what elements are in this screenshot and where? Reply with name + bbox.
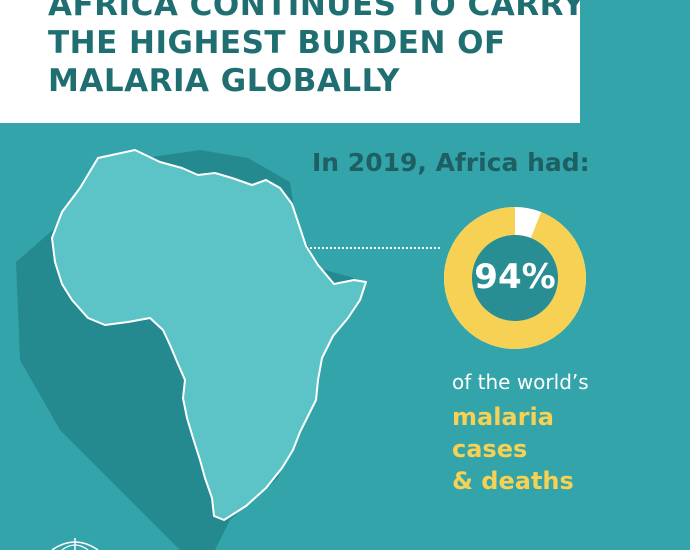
headline-line-3: MALARIA GLOBALLY — [48, 63, 400, 99]
highlight-line-3: & deaths — [452, 467, 574, 495]
headline-line-2: THE HIGHEST BURDEN OF — [48, 25, 506, 61]
caption-text: of the world’s — [452, 370, 589, 394]
who-emblem-icon — [51, 538, 99, 550]
headline-panel — [0, 0, 580, 123]
map-connector-line — [310, 247, 440, 249]
highlight-line-2: cases — [452, 435, 528, 463]
percent-label: 94% — [474, 257, 556, 297]
highlight-text: malaria cases & deaths — [452, 401, 574, 497]
intro-text: In 2019, Africa had: — [312, 148, 590, 177]
africa-map-shape — [51, 149, 367, 521]
percent-donut — [444, 207, 586, 349]
donut-value-arc — [444, 207, 586, 349]
donut-center — [472, 235, 558, 321]
headline-line-1: AFRICA CONTINUES TO CARRY — [48, 0, 586, 23]
headline: AFRICA CONTINUES TO CARRY THE HIGHEST BU… — [48, 0, 586, 100]
highlight-line-1: malaria — [452, 403, 554, 431]
